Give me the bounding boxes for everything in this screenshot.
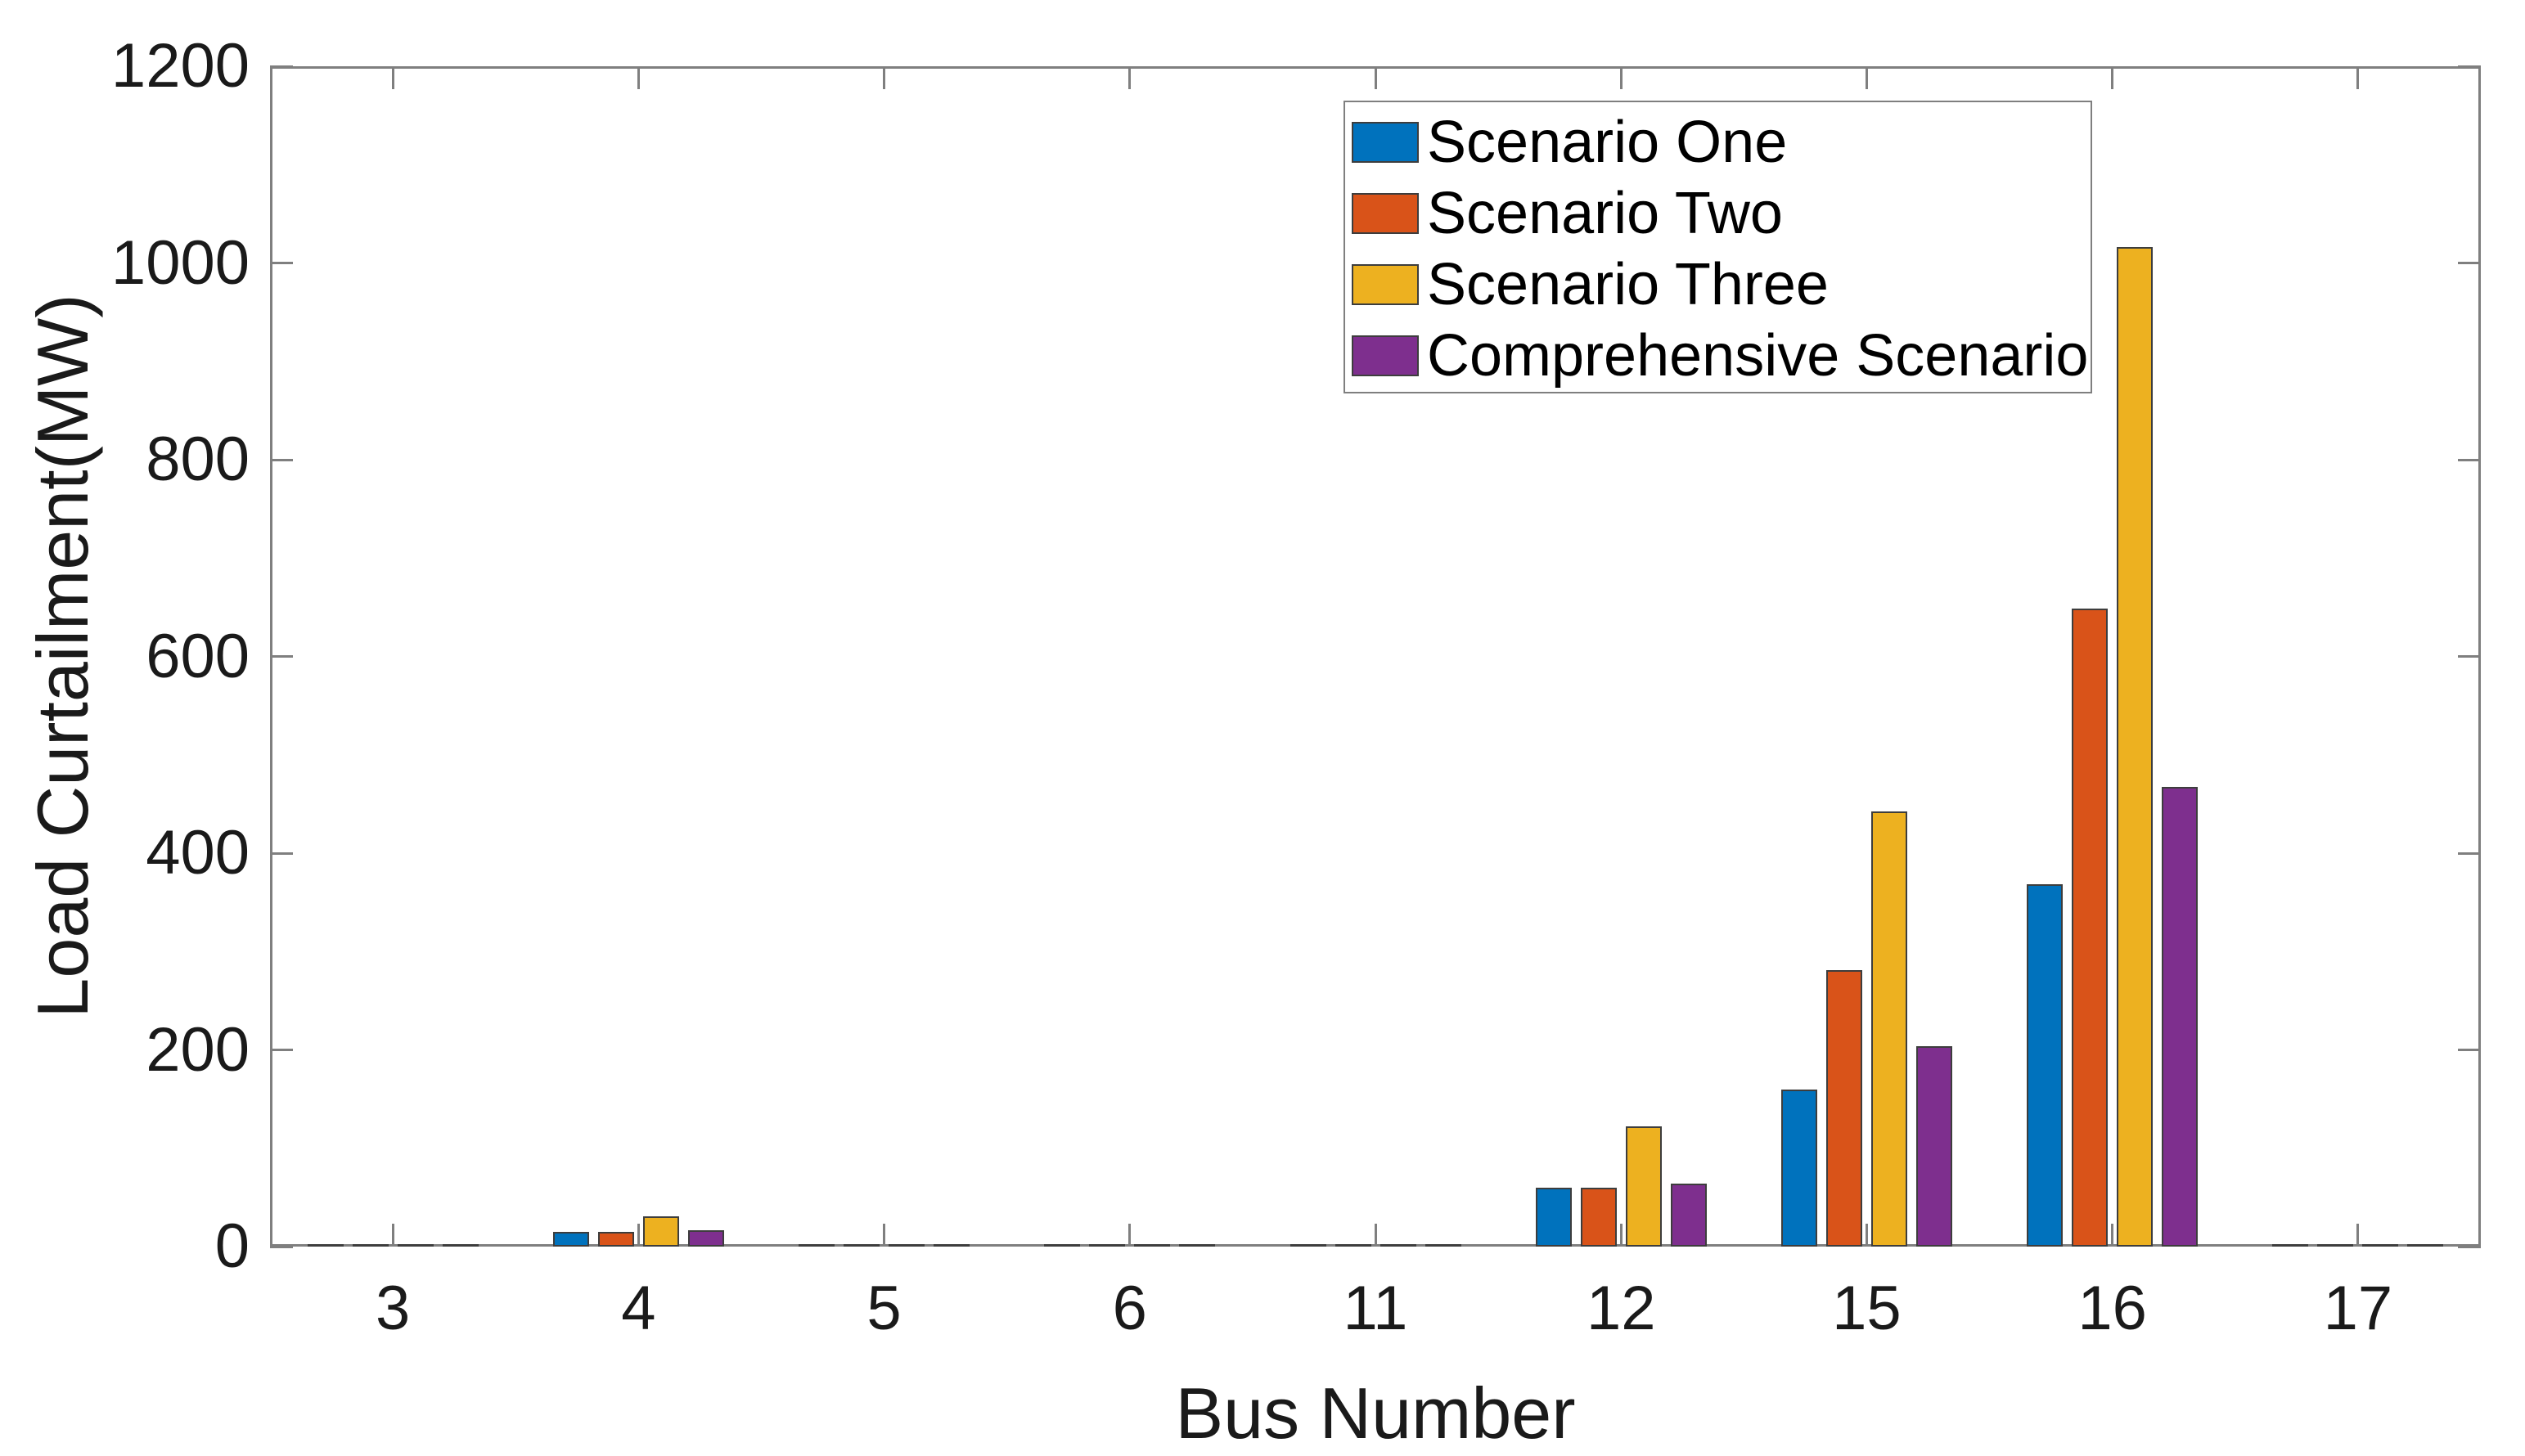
y-axis-tick [270,1049,293,1051]
x-tick-label: 17 [2323,1274,2393,1343]
legend-label: Scenario One [1427,109,1788,175]
y-axis-tick [270,852,293,855]
bar-scenario-three [642,1216,679,1247]
x-axis-tick [1374,66,1377,89]
y-axis-tick [2458,262,2481,264]
bar-scenario-one [2027,884,2064,1247]
y-tick-label: 200 [146,1014,250,1085]
bar-zero [307,1244,344,1247]
x-tick-label: 4 [621,1274,656,1343]
x-axis-tick [1865,66,1868,89]
y-tick-label: 800 [146,425,250,494]
bar-zero [1290,1244,1326,1247]
bar-zero [1179,1244,1216,1247]
bar-zero [397,1244,434,1247]
bar-scenario-one [1535,1187,1572,1247]
bar-scenario-two [597,1231,634,1247]
x-axis-tick [637,66,640,89]
y-axis-tick [2458,1049,2481,1051]
x-tick-label: 3 [375,1274,411,1343]
bar-zero [442,1244,479,1247]
y-axis-tick [2458,852,2481,855]
bar-zero [844,1244,880,1247]
x-axis-tick [2111,66,2114,89]
x-axis-tick [1865,1224,1868,1247]
legend-swatch-icon [1352,335,1419,376]
y-axis-tick [2458,65,2481,68]
x-axis-tick [391,1224,394,1247]
bar-zero [1425,1244,1461,1247]
y-axis-tick [2458,458,2481,461]
bar-zero [934,1244,970,1247]
legend-item: Scenario One [1352,106,2091,178]
bar-comprehensive-scenario [1670,1184,1707,1247]
bar-zero [1335,1244,1371,1247]
x-tick-label: 15 [1832,1274,1902,1343]
x-axis-title: Bus Number [1175,1373,1576,1454]
bar-comprehensive-scenario [2162,787,2199,1247]
x-tick-label: 6 [1112,1274,1147,1343]
bar-comprehensive-scenario [687,1229,724,1247]
x-axis-tick [391,66,394,89]
x-tick-label: 11 [1343,1274,1408,1343]
y-tick-label: 1200 [110,31,250,101]
x-axis-tick [2111,1224,2114,1247]
bar-comprehensive-scenario [1915,1045,1952,1247]
x-axis-tick [883,1224,886,1247]
bar-scenario-one [552,1231,589,1247]
x-axis-tick [1374,1224,1377,1247]
y-axis-tick [270,458,293,461]
bar-scenario-two [1825,970,1862,1247]
y-tick-label: 1000 [110,227,250,298]
x-axis-tick [1619,66,1623,89]
y-tick-label: 600 [146,621,250,691]
y-axis-tick [2458,1245,2481,1248]
x-axis-tick [1128,66,1132,89]
bar-scenario-two [2072,608,2109,1247]
bar-zero [2362,1244,2399,1247]
bar-zero [352,1244,389,1247]
y-axis-tick [270,655,293,658]
y-axis-tick [270,262,293,264]
legend-item: Scenario Two [1352,178,2091,249]
bar-scenario-three [1870,811,1907,1247]
bar-zero [1380,1244,1416,1247]
legend-item: Comprehensive Scenario [1352,320,2091,391]
bar-scenario-three [2117,247,2154,1247]
y-axis-tick [2458,655,2481,658]
legend-swatch-icon [1352,263,1419,305]
legend-swatch-icon [1352,192,1419,234]
y-axis-tick [270,65,293,68]
legend: Scenario One Scenario Two Scenario Three Co… [1344,101,2092,393]
x-tick-label: 12 [1586,1274,1656,1343]
x-axis-tick [637,1224,640,1247]
bar-zero [2317,1244,2354,1247]
x-tick-label: 5 [866,1274,902,1343]
bar-zero [889,1244,925,1247]
x-axis-tick [2356,66,2360,89]
bar-zero [1089,1244,1126,1247]
y-tick-label: 400 [146,818,250,888]
legend-swatch-icon [1352,121,1419,163]
x-axis-tick [1619,1224,1623,1247]
bar-zero [1134,1244,1171,1247]
y-tick-label: 0 [214,1211,250,1281]
legend-label: Scenario Two [1427,180,1783,246]
x-tick-label: 16 [2077,1274,2147,1343]
x-axis-tick [883,66,886,89]
bar-zero [2272,1244,2309,1247]
bar-zero [1044,1244,1081,1247]
legend-item: Scenario Three [1352,249,2091,320]
bar-zero [799,1244,835,1247]
legend-label: Scenario Three [1427,251,1829,317]
legend-label: Comprehensive Scenario [1427,322,2089,389]
y-axis-tick [270,1245,293,1248]
bar-zero [2407,1244,2444,1247]
bar-scenario-three [1625,1126,1662,1247]
x-axis-tick [1128,1224,1132,1247]
x-axis-tick [2356,1224,2360,1247]
bar-scenario-one [1780,1089,1817,1247]
bar-scenario-two [1580,1187,1617,1247]
